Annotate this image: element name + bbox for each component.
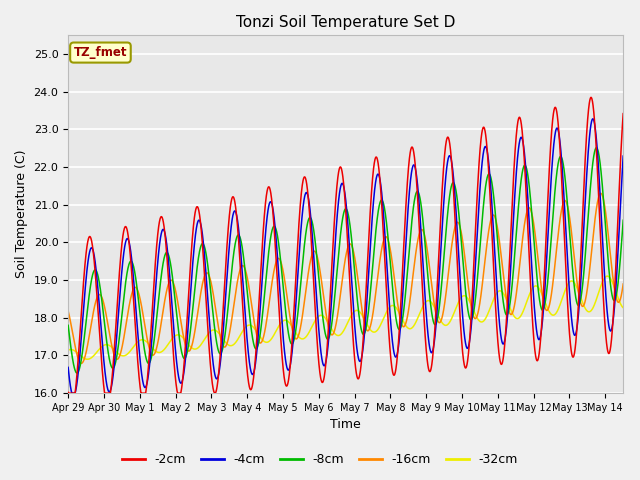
Title: Tonzi Soil Temperature Set D: Tonzi Soil Temperature Set D	[236, 15, 455, 30]
X-axis label: Time: Time	[330, 419, 361, 432]
Y-axis label: Soil Temperature (C): Soil Temperature (C)	[15, 150, 28, 278]
Legend: -2cm, -4cm, -8cm, -16cm, -32cm: -2cm, -4cm, -8cm, -16cm, -32cm	[117, 448, 523, 471]
Text: TZ_fmet: TZ_fmet	[74, 46, 127, 59]
